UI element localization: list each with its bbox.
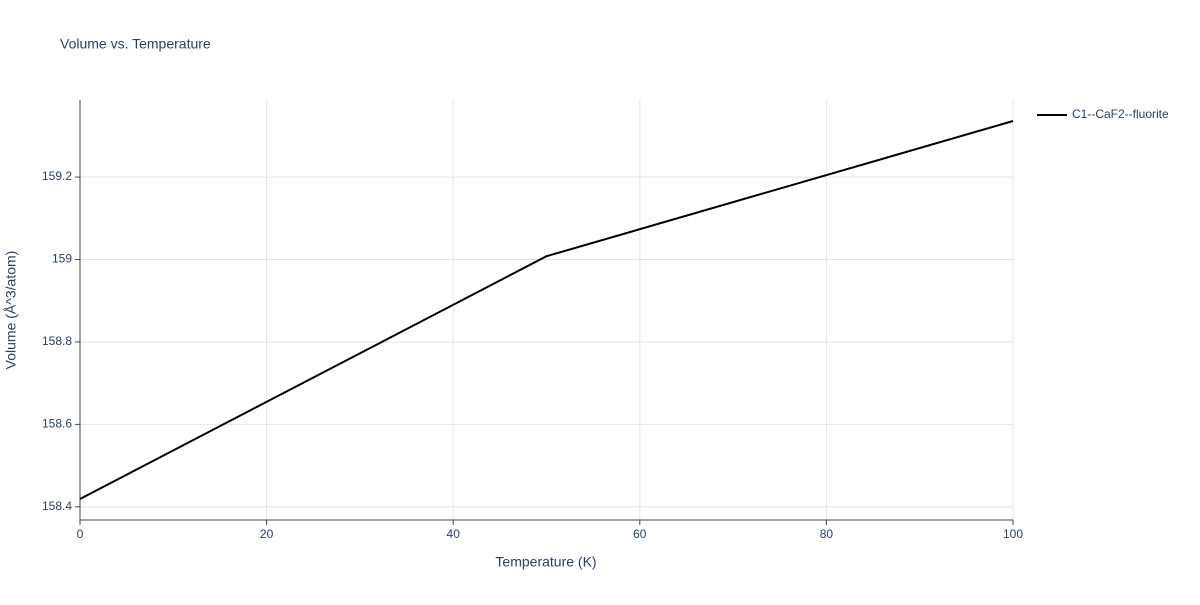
y-tick-label: 158.4 (42, 499, 72, 513)
x-tick-label: 60 (633, 527, 647, 541)
y-tick-label: 158.6 (42, 417, 72, 431)
chart-title: Volume vs. Temperature (60, 36, 211, 52)
y-axis-title: Volume (Å^3/atom) (3, 251, 19, 370)
x-tick-label: 0 (77, 527, 84, 541)
x-axis-title: Temperature (K) (495, 554, 596, 570)
x-tick-label: 20 (260, 527, 274, 541)
y-tick-label: 158.8 (42, 334, 72, 348)
data-line (79, 120, 1014, 500)
y-tick-label: 159.2 (42, 169, 72, 183)
legend-label: C1--CaF2--fluorite (1072, 107, 1169, 121)
x-tick-label: 40 (447, 527, 461, 541)
x-tick-label: 80 (820, 527, 834, 541)
x-tick-label: 100 (1003, 527, 1023, 541)
y-tick-label: 159 (52, 252, 72, 266)
